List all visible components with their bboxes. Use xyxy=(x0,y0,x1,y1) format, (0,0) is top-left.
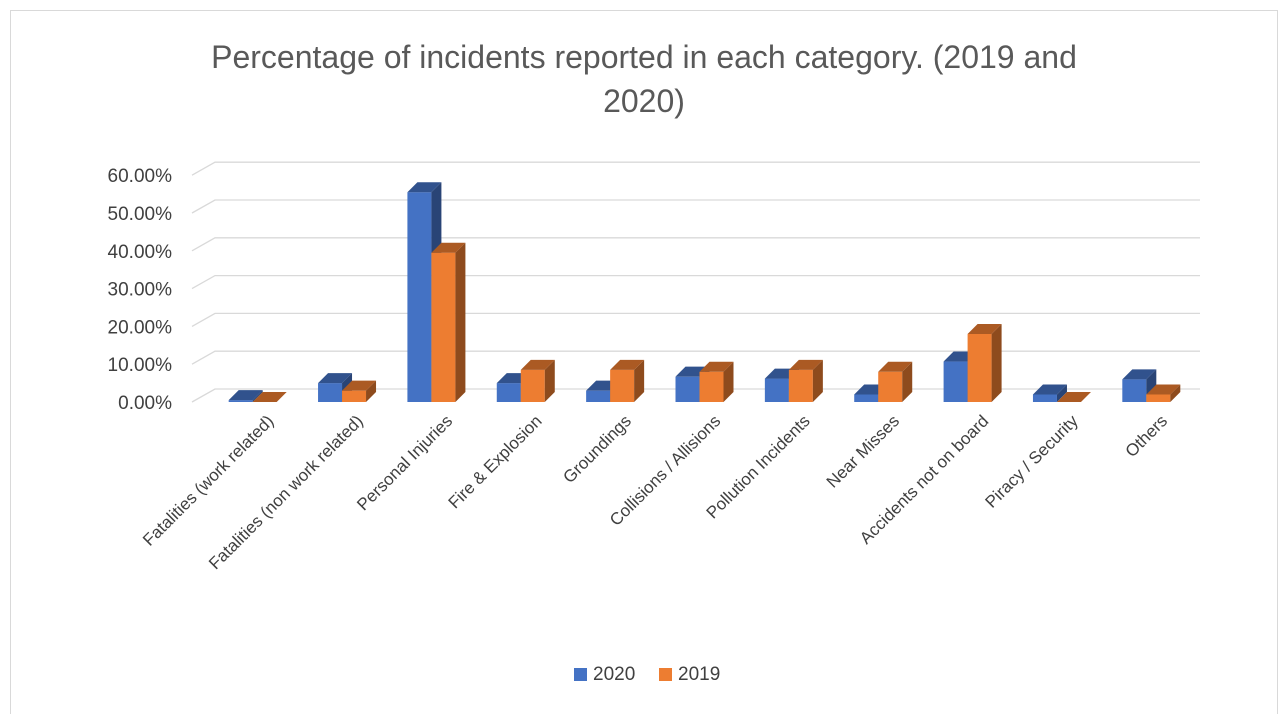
y-tick-label: 0.00% xyxy=(118,393,172,414)
bar-2020 xyxy=(228,390,263,402)
bar-2019 xyxy=(699,361,734,402)
bar-2019 xyxy=(610,359,645,402)
legend-swatch xyxy=(574,668,587,681)
chart-title-line1: Percentage of incidents reported in each… xyxy=(211,39,1077,75)
gridline xyxy=(191,350,1200,365)
category-label: Personal Injuries xyxy=(353,411,456,514)
category-label: Fire & Explosion xyxy=(445,411,546,512)
bar-2019 xyxy=(431,242,466,402)
y-tick-label: 50.00% xyxy=(108,204,173,225)
x-axis-categories: Fatalities (work related)Fatalities (non… xyxy=(139,411,1171,573)
gridline xyxy=(191,237,1200,252)
legend-label: 2019 xyxy=(678,664,720,685)
bar-2019 xyxy=(1146,384,1181,402)
legend: 2020 2019 xyxy=(574,664,720,685)
category-label: Others xyxy=(1122,411,1172,461)
bars xyxy=(228,182,1181,402)
y-tick-label: 60.00% xyxy=(108,166,173,187)
bar-2020 xyxy=(318,373,353,402)
gridline xyxy=(191,161,1200,176)
bar-2019 xyxy=(520,359,555,402)
bar-2019 xyxy=(788,359,823,402)
bar-2019 xyxy=(878,361,913,402)
bar-2019 xyxy=(342,380,377,402)
gridline xyxy=(191,199,1200,214)
y-axis-ticks: 0.00% 10.00% 20.00% 30.00% 40.00% 50.00% 60.00… xyxy=(108,166,173,414)
category-label: Groundings xyxy=(559,411,635,487)
category-label: Piracy / Security xyxy=(982,411,1083,512)
legend-swatch xyxy=(659,668,672,681)
y-tick-label: 20.00% xyxy=(108,317,173,338)
legend-label: 2020 xyxy=(593,664,635,685)
chart-title-line2: 2020) xyxy=(603,83,685,119)
gridline xyxy=(191,312,1200,327)
gridline xyxy=(191,274,1200,290)
y-tick-label: 30.00% xyxy=(108,280,173,301)
bar-2020 xyxy=(1032,384,1067,402)
gridlines xyxy=(191,161,1200,403)
y-tick-label: 10.00% xyxy=(108,355,173,376)
y-tick-label: 40.00% xyxy=(108,242,173,263)
bar-2019 xyxy=(1056,392,1091,402)
category-label: Near Misses xyxy=(823,411,903,491)
category-label: Fatalities (non work related) xyxy=(205,411,367,573)
bar-2019 xyxy=(252,392,287,402)
bar-2019 xyxy=(967,323,1002,402)
